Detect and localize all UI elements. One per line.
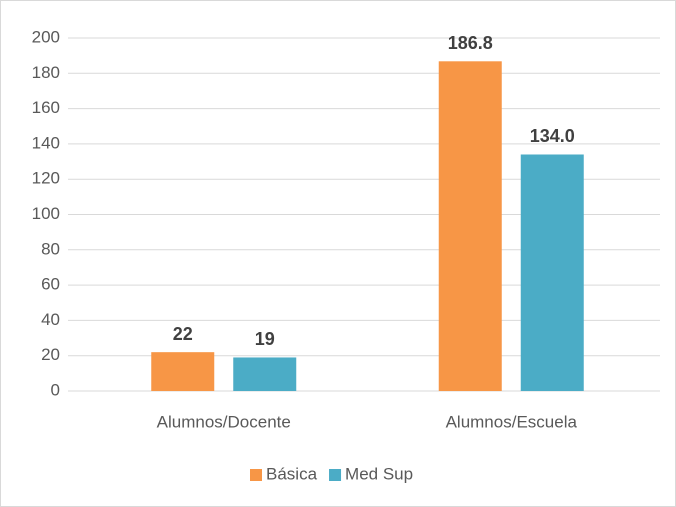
y-tick-label: 200 xyxy=(32,27,60,46)
y-tick-label: 140 xyxy=(32,133,60,152)
legend-swatch xyxy=(250,469,262,481)
legend-label: Básica xyxy=(266,464,318,483)
y-tick-label: 60 xyxy=(41,275,60,294)
value-label: 134.0 xyxy=(530,126,575,146)
legend-swatch xyxy=(329,469,342,481)
y-tick-label: 40 xyxy=(41,310,60,329)
legend-label: Med Sup xyxy=(345,464,413,483)
y-tick-label: 0 xyxy=(51,380,60,399)
y-tick-label: 20 xyxy=(41,345,60,364)
x-tick-label: Alumnos/Docente xyxy=(157,412,291,431)
value-label: 19 xyxy=(255,329,275,349)
y-tick-label: 180 xyxy=(32,63,60,82)
bar xyxy=(438,61,502,391)
bar xyxy=(233,357,297,391)
bar xyxy=(151,352,215,391)
bar xyxy=(520,154,584,391)
y-tick-label: 120 xyxy=(32,169,60,188)
value-label: 22 xyxy=(173,324,193,344)
value-label: 186.8 xyxy=(448,33,493,53)
y-tick-label: 80 xyxy=(41,239,60,258)
x-tick-label: Alumnos/Escuela xyxy=(446,412,578,431)
y-tick-label: 100 xyxy=(32,204,60,223)
y-tick-label: 160 xyxy=(32,98,60,117)
